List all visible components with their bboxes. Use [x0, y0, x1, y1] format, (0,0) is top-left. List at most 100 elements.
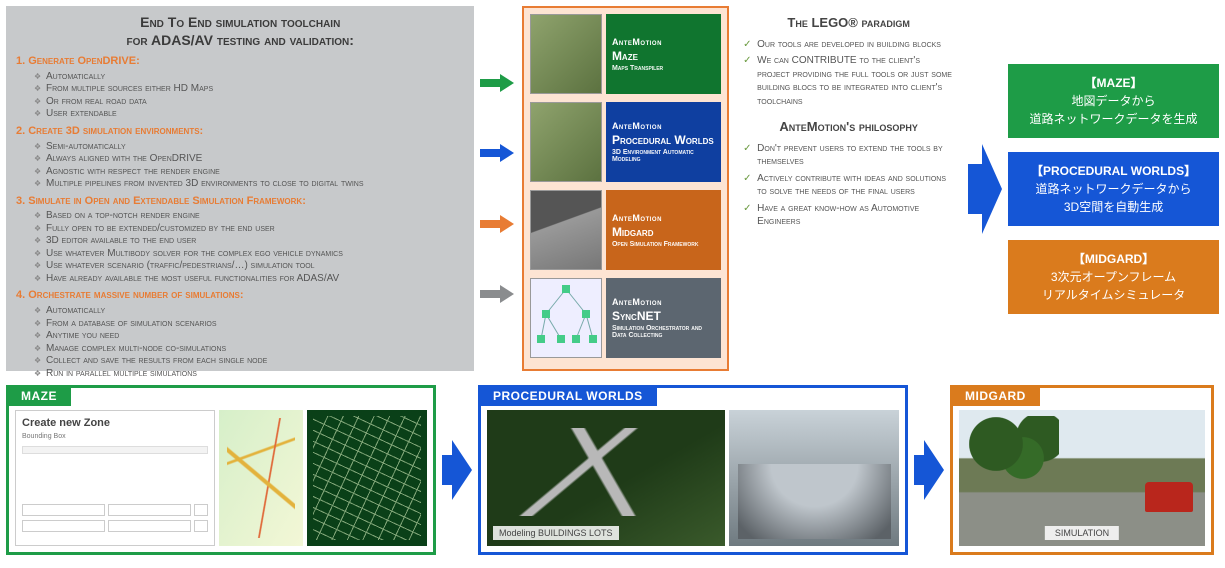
midgard-card: MIDGARD SIMULATION: [950, 385, 1214, 555]
arrow-blue: [480, 146, 514, 160]
lego-item: Don't prevent users to extend the tools …: [743, 142, 954, 169]
section-item: Based on a top-notch render engine: [34, 210, 464, 223]
section-item: Or from real road data: [34, 96, 464, 109]
section-heading: 2. Create 3D simulation environments:: [16, 125, 464, 139]
product-name: Procedural Worlds: [612, 133, 715, 147]
section-item: Automatically: [34, 71, 464, 84]
panel-title: End To End simulation toolchain for ADAS…: [16, 14, 464, 49]
maze-card: MAZE Create new Zone Bounding Box: [6, 385, 436, 555]
section-item: Always aligned with the OpenDRIVE: [34, 153, 464, 166]
product-name: Midgard: [612, 225, 715, 239]
maze-network: [307, 410, 427, 546]
maze-map: [219, 410, 303, 546]
product-procedural worlds: AnteMotion Procedural Worlds 3D Environmen…: [530, 102, 721, 182]
mg-scene: SIMULATION: [959, 410, 1205, 546]
section-item: Agnostic with respect the render engine: [34, 166, 464, 179]
maze-form: Create new Zone Bounding Box: [15, 410, 215, 546]
product-maze: AnteMotion Maze Maps Transpiler: [530, 14, 721, 94]
product-name: Maze: [612, 49, 715, 63]
lego-panel: The LEGO® paradigm Our tools are develop…: [735, 6, 962, 371]
product-sub: Simulation Orchestrator and Data Collect…: [612, 325, 715, 339]
lego-list-1: Our tools are developed in building bloc…: [743, 38, 954, 109]
section-item: Fully open to be extended/customized by …: [34, 223, 464, 236]
lego-list-2: Don't prevent users to extend the tools …: [743, 142, 954, 229]
section-item: Semi-automatically: [34, 141, 464, 154]
jp-line: 道路ネットワークデータから: [1036, 182, 1192, 196]
mg-label: SIMULATION: [1045, 526, 1119, 540]
arrow-orange: [480, 217, 514, 231]
lego-title: The LEGO® paradigm: [743, 14, 954, 32]
product-info: AnteMotion Procedural Worlds 3D Environmen…: [606, 102, 721, 182]
product-thumb: [530, 190, 602, 270]
section-item: Automatically: [34, 305, 464, 318]
section-item: From a database of simulation scenarios: [34, 318, 464, 331]
jp-box: 【MAZE】地図データから道路ネットワークデータを生成: [1008, 64, 1219, 138]
product-sub: Open Simulation Framework: [612, 241, 715, 248]
product-brand: AnteMotion: [612, 213, 715, 223]
toolchain-panel: End To End simulation toolchain for ADAS…: [6, 6, 474, 371]
jp-title: 【MAZE】: [1014, 74, 1213, 92]
section-item: Multiple pipelines from invented 3D envi…: [34, 178, 464, 191]
product-sub: 3D Environment Automatic Modeling: [612, 149, 715, 163]
section-item: Anytime you need: [34, 330, 464, 343]
section-list: Semi-automaticallyAlways aligned with th…: [34, 141, 464, 191]
product-thumb: [530, 102, 602, 182]
big-arrow: [968, 144, 1002, 234]
lego-item: We can CONTRIBUTE to the client's projec…: [743, 54, 954, 108]
top-row: End To End simulation toolchain for ADAS…: [6, 6, 1219, 371]
lego-item: Actively contribute with ideas and solut…: [743, 172, 954, 199]
jp-box: 【PROCEDURAL WORLDS】道路ネットワークデータから 3D空間を自動生…: [1008, 152, 1219, 226]
product-name: SyncNET: [612, 309, 715, 323]
section-item: Collect and save the results from each s…: [34, 355, 464, 368]
section-item: Manage complex multi-node co-simulations: [34, 343, 464, 356]
section-list: AutomaticallyFrom a database of simulati…: [34, 305, 464, 380]
product-syncnet: AnteMotion SyncNET Simulation Orchestrator…: [530, 278, 721, 358]
product-info: AnteMotion SyncNET Simulation Orchestrator…: [606, 278, 721, 358]
jp-title: 【MIDGARD】: [1014, 250, 1213, 268]
pw-label: Modeling BUILDINGS LOTS: [493, 526, 619, 540]
jp-line: 3次元オープンフレーム: [1051, 270, 1176, 284]
section-item: Use whatever scenario (traffic/pedestria…: [34, 260, 464, 273]
lego-item: Our tools are developed in building bloc…: [743, 38, 954, 52]
jp-line: 道路ネットワークデータを生成: [1030, 112, 1198, 126]
section-heading: 4. Orchestrate massive number of simulat…: [16, 289, 464, 303]
product-brand: AnteMotion: [612, 297, 715, 307]
products-panel: AnteMotion Maze Maps Transpiler AnteMotion P…: [522, 6, 729, 371]
jp-line: 地図データから: [1072, 94, 1156, 108]
jp-title: 【PROCEDURAL WORLDS】: [1014, 162, 1213, 180]
arrow-green: [480, 76, 514, 90]
product-sub: Maps Transpiler: [612, 65, 715, 72]
section-item: 3D editor available to the end user: [34, 235, 464, 248]
section-list: AutomaticallyFrom multiple sources eithe…: [34, 71, 464, 121]
product-midgard: AnteMotion Midgard Open Simulation Framewo…: [530, 190, 721, 270]
pw-scene-a: Modeling BUILDINGS LOTS: [487, 410, 725, 546]
jp-line: 3D空間を自動生成: [1064, 200, 1163, 214]
section-item: Have already available the most useful f…: [34, 273, 464, 286]
section-item: User extendable: [34, 108, 464, 121]
section-item: Run in parallel multiple simulations: [34, 368, 464, 381]
product-brand: AnteMotion: [612, 121, 715, 131]
jp-box: 【MIDGARD】 3次元オープンフレームリアルタイムシミュレータ: [1008, 240, 1219, 314]
maze-form-sub: Bounding Box: [22, 433, 208, 440]
product-brand: AnteMotion: [612, 37, 715, 47]
product-thumb: [530, 278, 602, 358]
lego-item: Have a great know-how as Automotive Engi…: [743, 202, 954, 229]
product-info: AnteMotion Midgard Open Simulation Framewo…: [606, 190, 721, 270]
jp-line: リアルタイムシミュレータ: [1042, 288, 1185, 302]
bottom-row: MAZE Create new Zone Bounding Box: [6, 381, 1219, 559]
section-heading: 3. Simulate in Open and Extendable Simul…: [16, 195, 464, 209]
pw-scene-b: [729, 410, 899, 546]
product-info: AnteMotion Maze Maps Transpiler: [606, 14, 721, 94]
arrow-grey: [480, 287, 514, 301]
philosophy-title: AnteMotion's philosophy: [743, 118, 954, 136]
section-list: Based on a top-notch render engineFully …: [34, 210, 464, 285]
product-thumb: [530, 14, 602, 94]
section-item: From multiple sources either HD Maps: [34, 83, 464, 96]
arrows-column: [480, 6, 515, 371]
flow-arrow-1: [442, 440, 472, 500]
jp-column: 【MAZE】地図データから道路ネットワークデータを生成【PROCEDURAL W…: [1008, 6, 1219, 371]
section-heading: 1. Generate OpenDRIVE:: [16, 55, 464, 69]
section-item: Use whatever Multibody solver for the co…: [34, 248, 464, 261]
procedural-worlds-card: PROCEDURAL WORLDS Modeling BUILDINGS LOT…: [478, 385, 908, 555]
flow-arrow-2: [914, 440, 944, 500]
